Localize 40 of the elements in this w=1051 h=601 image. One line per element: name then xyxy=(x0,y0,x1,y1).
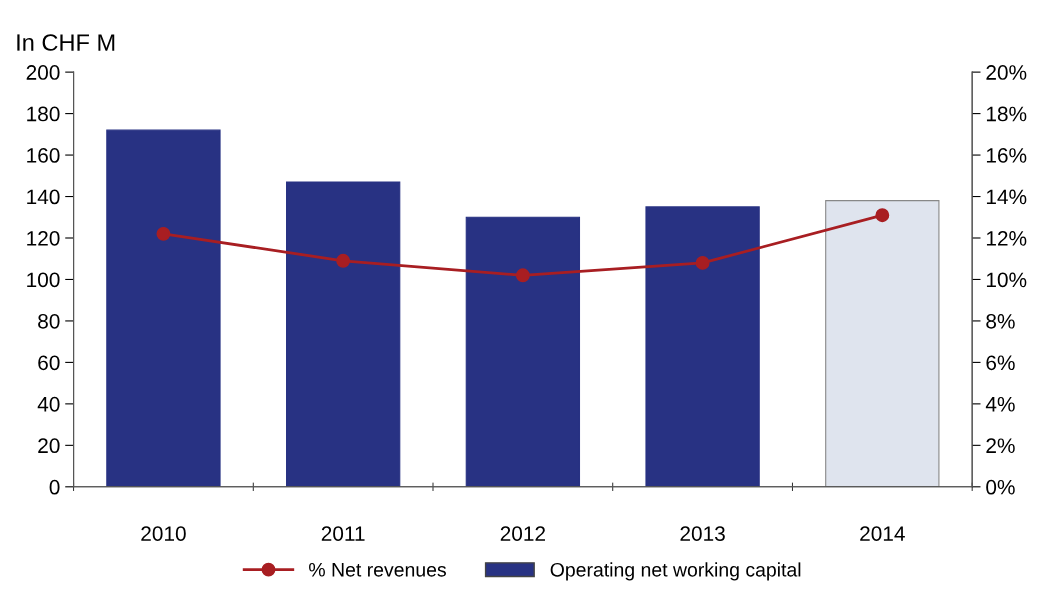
y-tick-label: 20 xyxy=(38,438,60,454)
bar xyxy=(825,200,940,487)
legend-label: % Net revenues xyxy=(309,562,446,577)
y2-tick-label: 6% xyxy=(986,355,1015,371)
y-tick-label: 160 xyxy=(27,148,60,163)
y-tick-label: 200 xyxy=(26,65,60,80)
y-axis-title: In CHF M xyxy=(17,34,115,51)
x-tick-label: 2014 xyxy=(860,526,905,541)
y-tick-label: 180 xyxy=(27,106,60,122)
y-tick-label: 80 xyxy=(38,313,60,329)
y2-tick-label: 4% xyxy=(985,396,1015,412)
y-tick-label: 0 xyxy=(49,479,60,495)
y2-tick-label: 0% xyxy=(986,479,1015,495)
x-tick-label: 2011 xyxy=(321,526,365,541)
bar xyxy=(645,206,760,487)
x-tick-label: 2013 xyxy=(680,526,725,541)
x-tick-label: 2010 xyxy=(141,526,186,541)
legend-label: Operating net working capital xyxy=(550,562,801,581)
y2-tick-label: 16% xyxy=(986,148,1027,163)
y2-tick-label: 18% xyxy=(986,106,1027,122)
point xyxy=(695,255,710,270)
y2-tick-label: 14% xyxy=(986,189,1027,205)
y2-tick-label: 8% xyxy=(986,313,1015,329)
point xyxy=(515,268,530,283)
point xyxy=(336,253,351,268)
bar xyxy=(106,129,221,487)
y2-tick-label: 12% xyxy=(986,231,1027,246)
y2-tick-label: 10% xyxy=(986,272,1027,288)
y-tick-label: 120 xyxy=(27,231,60,246)
y2-tick-label: 20% xyxy=(986,65,1027,80)
bar xyxy=(465,216,581,487)
y-tick-label: 60 xyxy=(38,355,60,371)
bar xyxy=(285,181,401,487)
point xyxy=(875,208,890,223)
y-tick-label: 140 xyxy=(27,189,60,205)
point xyxy=(156,226,171,241)
y2-tick-label: 2% xyxy=(986,438,1015,454)
y-tick-label: 40 xyxy=(37,396,60,412)
y-tick-label: 100 xyxy=(27,272,60,288)
x-tick-label: 2012 xyxy=(500,526,545,541)
